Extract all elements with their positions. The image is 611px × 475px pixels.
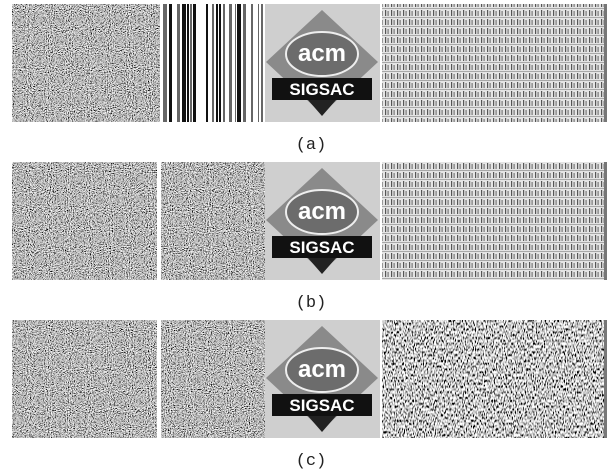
edge bbox=[604, 320, 607, 438]
logo-name: SIGSAC bbox=[289, 396, 354, 415]
edge bbox=[604, 4, 607, 122]
stripe bbox=[258, 4, 259, 122]
noise-panel bbox=[161, 162, 265, 280]
stripe bbox=[216, 4, 218, 122]
stripe bbox=[193, 4, 196, 122]
caption: (a) bbox=[296, 136, 327, 155]
divider bbox=[157, 162, 160, 280]
stripe bbox=[229, 4, 232, 122]
glyph-panel bbox=[382, 4, 604, 122]
stripe bbox=[177, 4, 180, 122]
stripe bbox=[182, 4, 184, 122]
figure-row: acm SIGSAC (c) bbox=[12, 320, 607, 471]
noise-panel bbox=[161, 320, 265, 438]
figure-row: acm SIGSAC (b) bbox=[12, 162, 607, 313]
stripe bbox=[190, 4, 192, 122]
noise-panel bbox=[12, 4, 160, 122]
logo-name: SIGSAC bbox=[289, 80, 354, 99]
glyph-panel bbox=[382, 162, 604, 280]
figure-row: acm SIGSAC (a) bbox=[12, 4, 607, 155]
figure: acm SIGSAC (a) acm SIGSAC (b) acm SIGSAC (c) bbox=[0, 0, 611, 475]
stripe bbox=[261, 4, 263, 122]
stripe bbox=[163, 4, 164, 122]
stripe-panel bbox=[162, 4, 265, 122]
stripe bbox=[219, 4, 221, 122]
logo: acm SIGSAC bbox=[265, 320, 380, 438]
logo: acm SIGSAC bbox=[265, 4, 380, 122]
stripe bbox=[164, 4, 167, 122]
stripe bbox=[251, 4, 253, 122]
stripe bbox=[237, 4, 238, 122]
stripe bbox=[235, 4, 236, 122]
stripe bbox=[212, 4, 214, 122]
divider bbox=[157, 320, 160, 438]
stripe bbox=[169, 4, 172, 122]
logo-brand: acm bbox=[298, 198, 346, 225]
logo-brand: acm bbox=[298, 356, 346, 383]
stripe bbox=[187, 4, 189, 122]
logo: acm SIGSAC bbox=[265, 162, 380, 280]
stripe bbox=[184, 4, 186, 122]
logo-brand: acm bbox=[298, 40, 346, 67]
noise-panel bbox=[12, 320, 158, 438]
stripe bbox=[206, 4, 208, 122]
caption: (b) bbox=[296, 294, 327, 313]
logo-name: SIGSAC bbox=[289, 238, 354, 257]
stripe bbox=[223, 4, 225, 122]
caption: (c) bbox=[296, 452, 327, 471]
glyph-panel bbox=[382, 320, 604, 438]
stripe bbox=[243, 4, 246, 122]
edge bbox=[604, 162, 607, 280]
noise-panel bbox=[12, 162, 158, 280]
stripe bbox=[238, 4, 241, 122]
